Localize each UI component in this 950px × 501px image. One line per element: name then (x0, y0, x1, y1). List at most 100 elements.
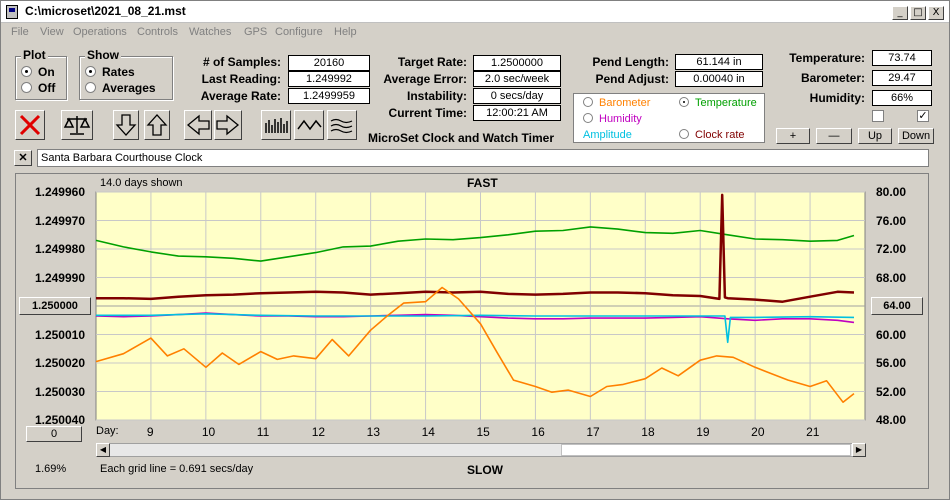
y-left-tick: 1.249970 (34, 213, 85, 228)
flat-wave-icon (330, 118, 353, 134)
menu-controls[interactable]: Controls (137, 26, 178, 38)
arrow-down-icon (115, 114, 137, 136)
arrow-left-button[interactable] (184, 110, 212, 140)
radio-icon (583, 113, 593, 123)
center-right-button[interactable]: 64.00 (871, 297, 923, 315)
maximize-button[interactable]: □ (910, 6, 926, 20)
average-rate-label: Average Rate: (200, 89, 281, 103)
menu-watches[interactable]: Watches (189, 26, 232, 38)
plot-off-radio[interactable]: Off (21, 81, 55, 95)
arrow-right-icon (216, 114, 240, 136)
clock-name-field[interactable]: Santa Barbara Courthouse Clock (37, 149, 929, 167)
sensor-clockrate-radio[interactable]: Clock rate (679, 129, 745, 141)
wave-view-button[interactable] (294, 110, 324, 140)
target-rate-field[interactable]: 1.2500000 (473, 55, 561, 71)
scroll-right-icon[interactable]: ▶ (852, 443, 866, 457)
down-button[interactable]: Down (898, 128, 934, 144)
clear-clock-name-button[interactable]: ✕ (14, 150, 32, 166)
sensor-barometer-radio[interactable]: Barometer (583, 97, 650, 109)
y-right-tick: 60.00 (876, 327, 907, 342)
pend-length-field[interactable]: 61.144 in (675, 54, 763, 70)
balance-button[interactable] (61, 110, 93, 140)
menu-view[interactable]: View (40, 26, 64, 38)
y-right-tick: 56.00 (876, 356, 907, 370)
menu-bar: File View Operations Controls Watches GP… (1, 24, 949, 42)
scroll-left-icon[interactable]: ◀ (96, 443, 110, 457)
radio-selected-icon (21, 66, 32, 77)
sensor-humidity-radio[interactable]: Humidity (583, 113, 642, 125)
app-icon (6, 5, 18, 19)
menu-help[interactable]: Help (334, 26, 357, 38)
bars-view-button[interactable] (261, 110, 291, 140)
show-group (79, 56, 173, 100)
menu-operations[interactable]: Operations (73, 26, 127, 38)
close-button[interactable]: X (928, 6, 944, 20)
temperature-label: Temperature: (789, 51, 865, 65)
arrow-up-button[interactable] (144, 110, 170, 140)
y-left-tick: 1.249990 (34, 270, 85, 285)
y-right-tick: 72.00 (876, 242, 907, 256)
last-reading-field: 1.249992 (288, 71, 370, 87)
center-left-button[interactable]: 1.250000 (19, 297, 91, 315)
plus-button[interactable]: + (776, 128, 810, 144)
plot-on-radio[interactable]: On (21, 65, 55, 79)
sensor-amplitude-radio[interactable]: Amplitude (583, 129, 632, 141)
x-tick: 10 (201, 425, 216, 439)
radio-icon (679, 129, 689, 139)
x-tick: 15 (476, 425, 490, 439)
radio-selected-icon (679, 97, 689, 107)
checkbox-right[interactable]: ✓ (917, 109, 929, 122)
series-line-barometer (95, 286, 855, 404)
checkbox-left[interactable] (872, 110, 884, 122)
radio-selected-icon (85, 66, 96, 77)
menu-file[interactable]: File (11, 26, 29, 38)
x-tick: 9 (146, 425, 154, 439)
arrow-up-icon (146, 114, 168, 136)
flat-wave-view-button[interactable] (327, 110, 357, 140)
y-left-tick: 1.250010 (34, 327, 85, 342)
y-left-tick: 1.249980 (34, 242, 85, 256)
offset-button[interactable]: 0 (26, 426, 82, 442)
scroll-thumb[interactable] (561, 444, 851, 456)
series-line-temperature (95, 226, 855, 262)
temperature-field: 73.74 (872, 50, 932, 66)
y-left-tick: 1.250040 (34, 413, 85, 427)
up-button[interactable]: Up (858, 128, 892, 144)
series-line-clock-rate (96, 193, 855, 303)
bar-chart-icon (265, 118, 288, 133)
arrow-left-icon (186, 114, 210, 136)
clear-button[interactable] (15, 110, 45, 140)
menu-configure[interactable]: Configure (275, 26, 323, 38)
y-right-tick: 52.00 (876, 384, 907, 399)
balance-scale-icon (63, 116, 91, 135)
sensor-temperature-radio[interactable]: Temperature (679, 97, 757, 109)
menu-gps[interactable]: GPS (244, 26, 268, 38)
arrow-right-button[interactable] (214, 110, 242, 140)
days-shown-label: 14.0 days shown (100, 177, 183, 189)
minimize-button[interactable]: _ (892, 6, 908, 20)
show-rates-radio[interactable]: Rates (85, 65, 135, 79)
x-tick: 19 (696, 425, 710, 439)
window-title: C:\microset\2021_08_21.mst (25, 4, 186, 18)
fast-label: FAST (467, 176, 498, 190)
x-axis-label: Day: (96, 425, 119, 437)
x-tick: 13 (366, 425, 380, 439)
x-tick: 21 (806, 425, 820, 439)
y-right-tick: 48.00 (876, 413, 907, 427)
pend-length-label: Pend Length: (592, 55, 669, 69)
minus-button[interactable]: — (816, 128, 852, 144)
x-tick: 16 (531, 425, 545, 439)
show-averages-radio[interactable]: Averages (85, 81, 156, 95)
sensor-select-panel (573, 93, 765, 143)
average-error-field: 2.0 sec/week (473, 71, 561, 87)
title-bar: C:\microset\2021_08_21.mst _ □ X (1, 1, 949, 23)
pend-adjust-field: 0.00040 in (675, 71, 763, 87)
average-error-label: Average Error: (383, 72, 467, 86)
target-rate-label: Target Rate: (397, 55, 467, 69)
y-left-tick: 1.250020 (34, 356, 85, 370)
x-tick: 18 (641, 425, 655, 439)
wave-icon (297, 119, 322, 131)
x-tick: 20 (751, 425, 765, 439)
arrow-down-button[interactable] (113, 110, 139, 140)
samples-field: 20160 (288, 55, 370, 71)
